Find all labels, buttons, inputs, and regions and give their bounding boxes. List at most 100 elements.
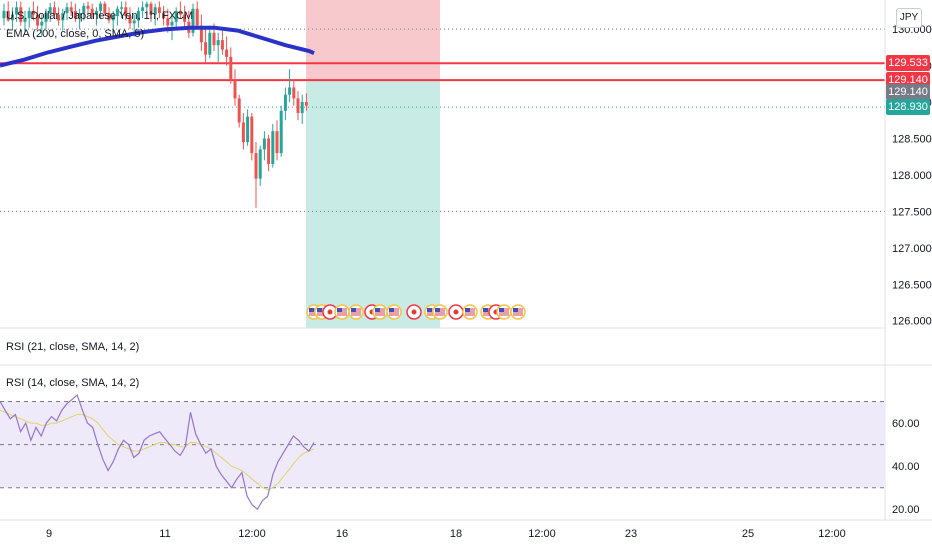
- candle-body: [40, 21, 44, 26]
- candle: [48, 2, 52, 22]
- event-marker[interactable]: [496, 304, 512, 320]
- candle: [208, 25, 212, 59]
- candle-body: [132, 20, 136, 24]
- us-flag-canton: [389, 308, 394, 312]
- rsi-line: [0, 394, 315, 511]
- candle-body: [300, 102, 304, 113]
- symbol-title[interactable]: U.S. Dollar / Japanese Yen, 1h, FXCM: [6, 10, 194, 22]
- candle: [86, 1, 90, 15]
- candle: [90, 3, 94, 19]
- event-markers[interactable]: [306, 304, 526, 320]
- candle-body: [304, 102, 308, 106]
- candle-body: [220, 40, 224, 50]
- event-marker[interactable]: [510, 304, 526, 320]
- candle: [61, 8, 65, 31]
- candle: [283, 87, 287, 121]
- rsi-ma-line: [0, 409, 315, 491]
- candle-body: [208, 32, 212, 55]
- candle-body: [94, 10, 98, 15]
- price-axis-label: 127.000: [892, 243, 932, 255]
- candle-body: [233, 80, 237, 99]
- candle-body: [99, 3, 103, 11]
- candle: [99, 1, 103, 19]
- candle: [23, 10, 27, 33]
- candle: [195, 1, 199, 30]
- candle: [65, 2, 69, 21]
- candle: [69, 1, 73, 17]
- candle-body: [275, 131, 279, 154]
- candle-body: [229, 56, 233, 81]
- rsi-axis[interactable]: 60.00 40.00 20.00: [892, 418, 920, 516]
- candle-body: [225, 49, 229, 57]
- candle: [78, 8, 82, 30]
- rsi14-legend[interactable]: RSI (14, close, SMA, 14, 2): [6, 377, 140, 389]
- event-marker[interactable]: [348, 304, 364, 320]
- candle: [233, 69, 237, 106]
- time-axis[interactable]: 9 11 12:00 16 18 12:00 23 25 12:00: [46, 528, 846, 540]
- currency-badge[interactable]: JPY: [896, 8, 922, 28]
- candle-body: [107, 13, 111, 21]
- candle-body: [195, 8, 199, 26]
- price-axis-label: 127.500: [892, 206, 932, 218]
- candle: [115, 5, 119, 26]
- candle: [292, 80, 296, 106]
- candle-body: [36, 14, 40, 26]
- candle: [254, 142, 258, 208]
- us-flag-canton: [337, 308, 342, 312]
- event-marker[interactable]: [322, 304, 338, 320]
- candle: [27, 7, 31, 28]
- candle-body: [86, 5, 90, 9]
- candle: [6, 1, 10, 22]
- event-marker[interactable]: [372, 304, 388, 320]
- price-tag: 129.140: [886, 83, 930, 100]
- candle: [174, 7, 178, 30]
- candle: [36, 5, 40, 30]
- candle-body: [149, 3, 153, 15]
- candle: [271, 123, 275, 168]
- candle: [296, 91, 300, 121]
- rsi21-legend[interactable]: RSI (21, close, SMA, 14, 2): [6, 341, 140, 353]
- event-marker[interactable]: [432, 304, 448, 320]
- candle-body: [57, 14, 61, 21]
- event-marker[interactable]: [462, 304, 478, 320]
- candle-body: [90, 8, 94, 15]
- event-marker[interactable]: [406, 304, 422, 320]
- japan-flag-dot: [411, 309, 417, 315]
- candle: [191, 3, 195, 37]
- candle: [94, 7, 98, 26]
- event-marker[interactable]: [386, 304, 402, 320]
- time-axis-label: 16: [336, 528, 348, 540]
- candle-body: [250, 116, 254, 154]
- candle: [52, 1, 56, 19]
- candle-body: [82, 5, 86, 14]
- price-tag: 128.930: [886, 99, 930, 116]
- candle: [120, 1, 124, 19]
- candle-body: [258, 149, 262, 179]
- candle-body: [166, 18, 170, 26]
- event-marker[interactable]: [448, 304, 464, 320]
- candle-body: [6, 10, 10, 21]
- candle-body: [288, 87, 292, 95]
- candle-body: [241, 122, 245, 143]
- candle: [258, 145, 262, 186]
- candle: [300, 94, 304, 124]
- candle: [262, 131, 266, 161]
- event-marker[interactable]: [334, 304, 350, 320]
- candle: [10, 7, 14, 30]
- candle-body: [111, 16, 115, 21]
- candle-body: [162, 13, 166, 19]
- ema-200-line: [0, 25, 315, 68]
- candle: [241, 112, 245, 150]
- ema-legend[interactable]: EMA (200, close, 0, SMA, 5): [6, 28, 145, 40]
- candle-body: [19, 7, 23, 22]
- candle-body: [103, 3, 107, 14]
- candle-body: [199, 25, 203, 43]
- candle: [279, 105, 283, 157]
- candle-body: [191, 8, 195, 33]
- candle-body: [153, 7, 157, 15]
- price-axis-label: 128.500: [892, 133, 932, 145]
- candle: [124, 1, 128, 21]
- candle: [304, 93, 308, 111]
- candle: [136, 7, 140, 28]
